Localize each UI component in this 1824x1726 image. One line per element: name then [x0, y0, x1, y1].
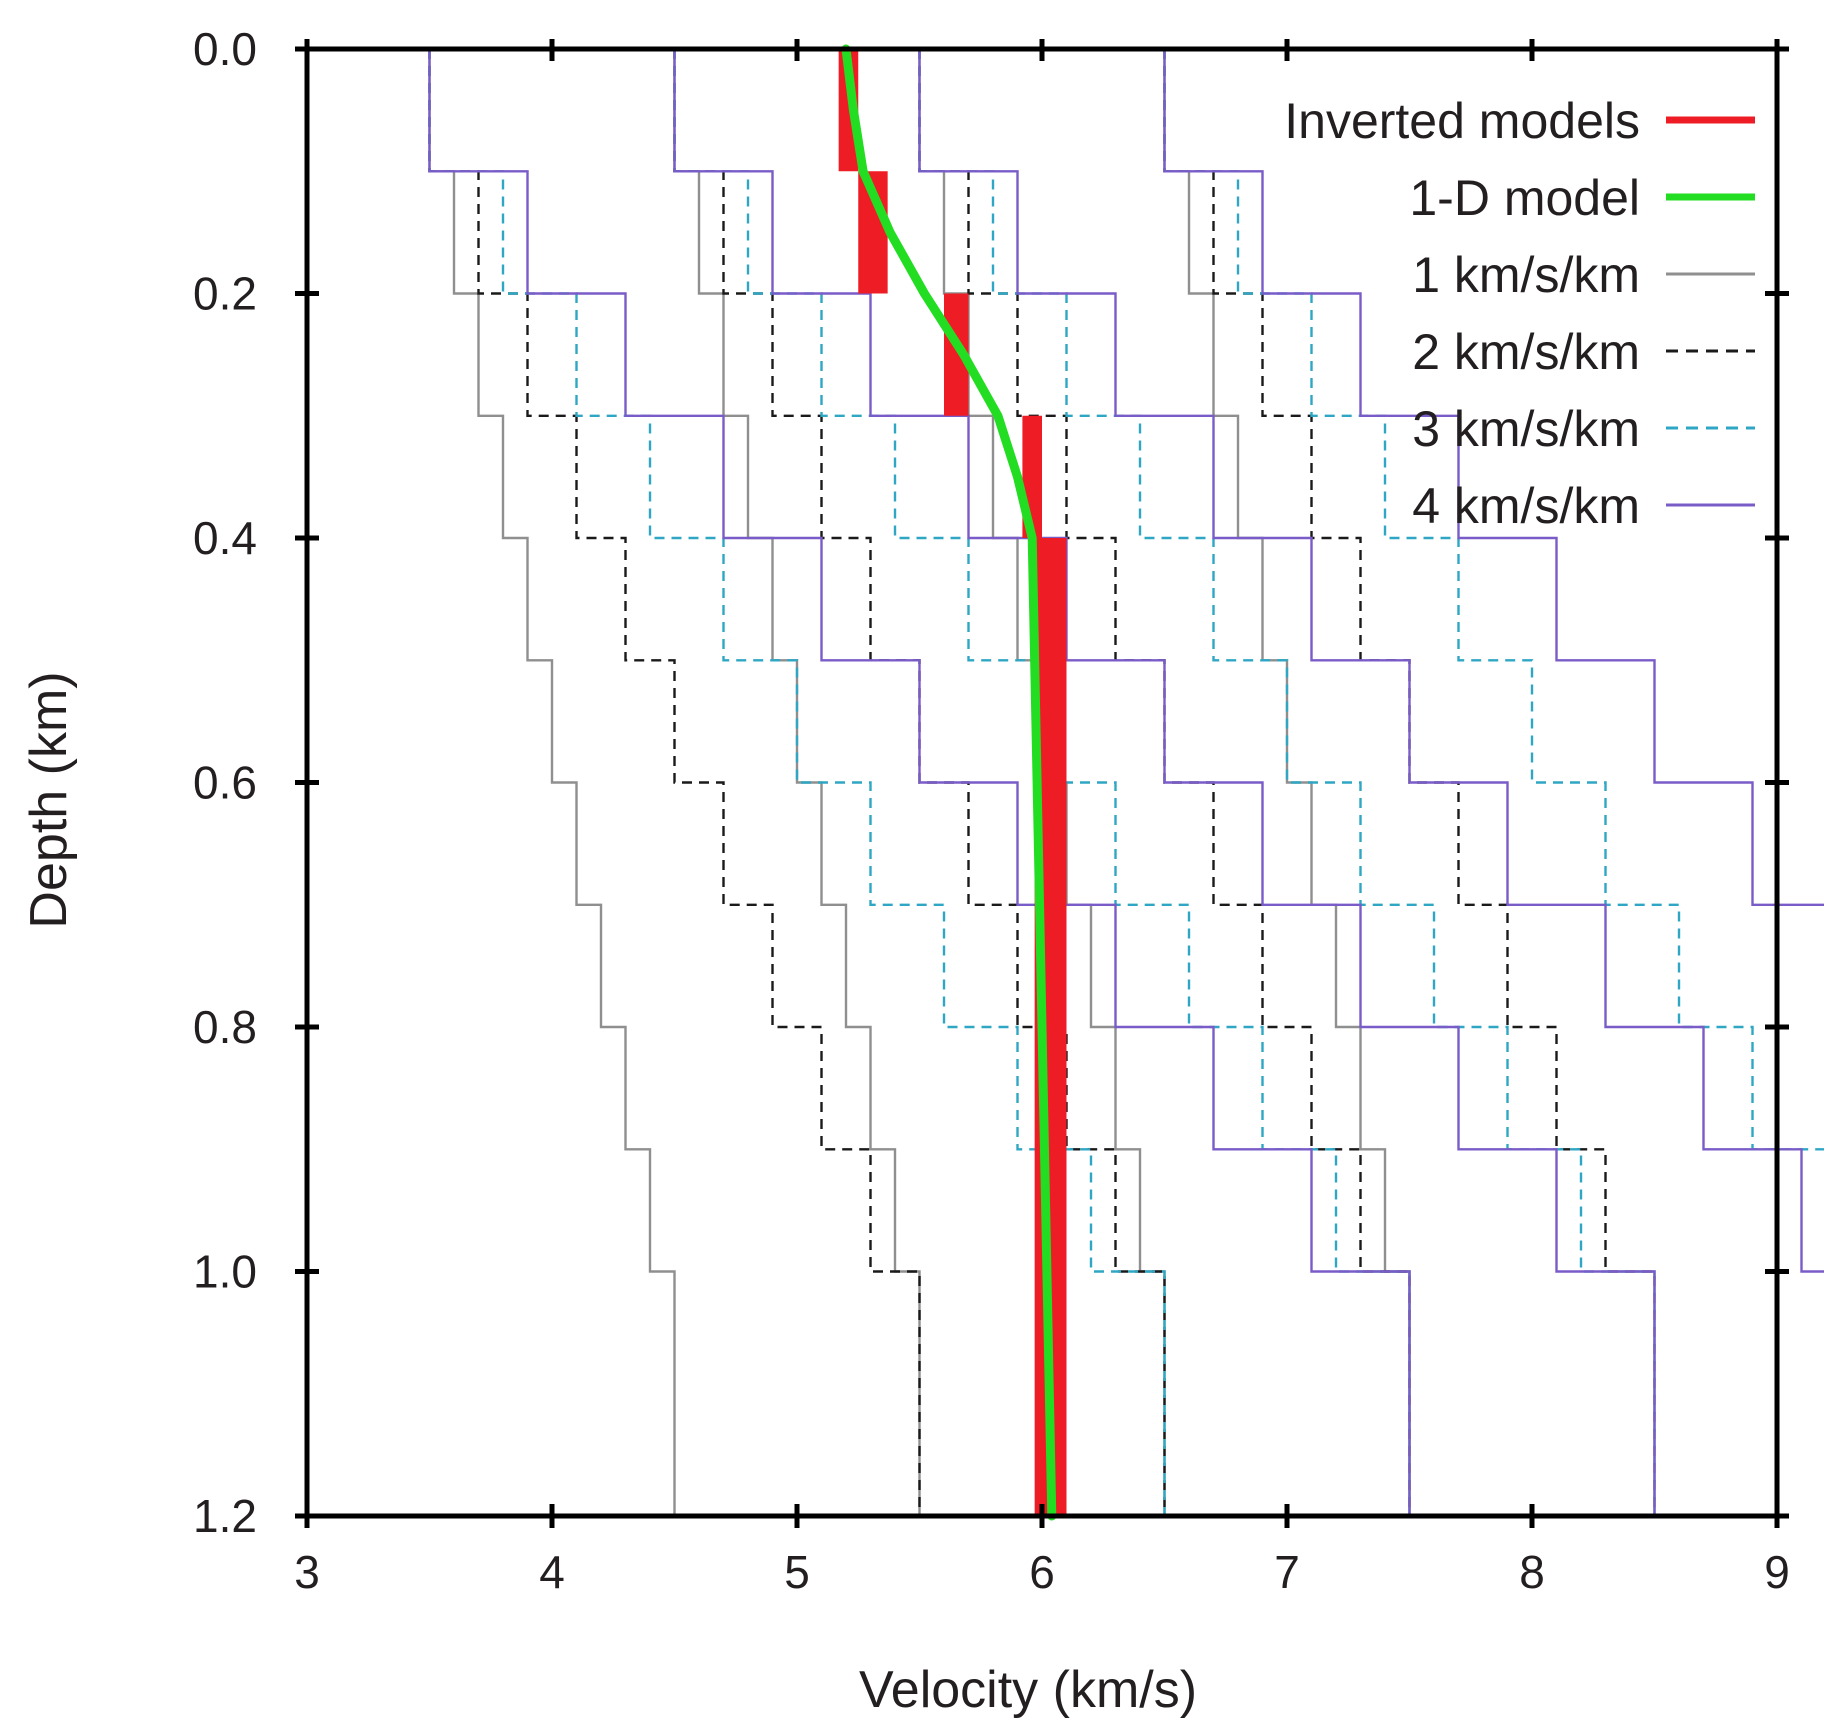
plot-lines — [428, 44, 1824, 1521]
profile-4-kmskm-v5.5 — [918, 49, 1824, 1273]
y-tick-label: 1.2 — [193, 1490, 257, 1542]
x-tick-label: 6 — [1029, 1546, 1055, 1598]
profile-4-kmskm-v4.5 — [673, 49, 1656, 1516]
profile-4-kmskm-v6.5 — [1163, 49, 1824, 906]
legend-label-one_d: 1-D model — [1409, 170, 1640, 226]
x-tick-label: 9 — [1764, 1546, 1790, 1598]
legend-label-inverted: Inverted models — [1284, 93, 1640, 149]
profile-1-kmskm-v3.5 — [428, 49, 676, 1516]
profile-2-kmskm-v4.5 — [673, 49, 1166, 1516]
axis-ticks: 3 4 5 6 7 8 9 0.0 0.2 0.4 0.6 0.8 1.0 1.2 — [193, 23, 1790, 1598]
legend: Inverted models 1-D model 1 km/s/km 2 km/s/… — [1284, 93, 1755, 534]
x-tick-label: 8 — [1519, 1546, 1545, 1598]
legend-label-g4: 4 km/s/km — [1412, 478, 1640, 534]
one-d-model-line — [841, 44, 1057, 1521]
x-tick-label: 5 — [784, 1546, 810, 1598]
profile-2-kmskm-v6.5 — [1163, 49, 1656, 1516]
y-tick-label: 0.0 — [193, 23, 257, 75]
y-tick-label: 0.2 — [193, 268, 257, 320]
x-tick-label: 4 — [539, 1546, 565, 1598]
legend-label-g2: 2 km/s/km — [1412, 324, 1640, 380]
x-tick-label: 7 — [1274, 1546, 1300, 1598]
y-tick-label: 0.8 — [193, 1001, 257, 1053]
legend-label-g1: 1 km/s/km — [1412, 247, 1640, 303]
y-axis-label: Depth (km) — [20, 671, 78, 928]
x-axis-label: Velocity (km/s) — [859, 1661, 1197, 1719]
y-tick-label: 0.4 — [193, 512, 257, 564]
profile-4-kmskm-v3.5 — [428, 49, 1411, 1516]
legend-label-g3: 3 km/s/km — [1412, 401, 1640, 457]
y-tick-label: 0.6 — [193, 757, 257, 809]
y-tick-label: 1.0 — [193, 1246, 257, 1298]
x-tick-label: 3 — [294, 1546, 320, 1598]
profile-2-kmskm-v3.5 — [428, 49, 921, 1516]
profile-2-kmskm-v5.5 — [918, 49, 1411, 1516]
